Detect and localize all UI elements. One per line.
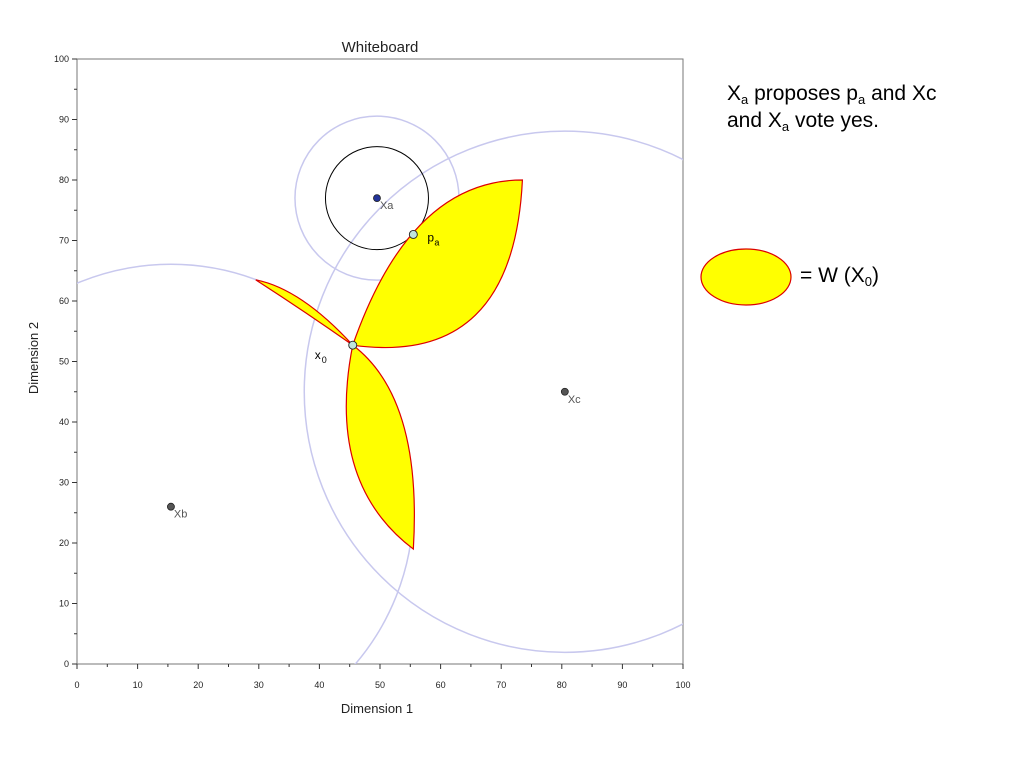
status-quo-label: x [315,348,321,362]
y-tick-label: 100 [54,54,69,64]
y-tick-label: 70 [59,236,69,246]
ideal-point-xa [373,194,381,203]
legend-text: ) [872,264,879,287]
legend-subscript: 0 [864,274,872,289]
caption-subscript: a [858,92,866,107]
y-tick-label: 0 [64,659,69,669]
caption-subscript: a [781,119,790,134]
legend-text: = W (X [800,264,865,287]
caption-text: vote yes. [789,109,880,132]
winset-petal [255,279,354,346]
proposal-point [408,229,418,239]
legend-ellipse [700,248,792,306]
proposal-subscript: a [434,237,439,247]
ideal-point-label: Xa [380,200,394,212]
x-tick-label: 30 [254,680,264,690]
ideal-point-xb [167,502,175,511]
x-tick-label: 100 [675,680,690,690]
y-tick-label: 10 [59,599,69,609]
caption-text: and Xc [865,82,937,105]
axes: 0 10 20 30 40 50 60 70 80 90 100 0 10 20 30 40 50 60 70 80 9… [54,54,691,690]
x-tick-label: 0 [74,680,79,690]
y-tick-label: 50 [59,357,69,367]
winset-regions [255,179,524,551]
x-tick-label: 20 [193,680,203,690]
x-tick-label: 80 [557,680,567,690]
y-tick-label: 90 [59,115,69,125]
winset-petal [351,179,524,349]
x-tick-label: 70 [496,680,506,690]
x-tick-label: 40 [314,680,324,690]
caption-text: and X [727,109,782,132]
caption-text: proposes p [748,82,858,105]
legend-swatch [700,248,792,306]
y-axis-label: Dimension 2 [26,322,41,394]
caption: Xa proposes pa and Xc and Xa vote yes. [727,80,936,134]
y-tick-label: 40 [59,417,69,427]
proposal-label: p [427,230,434,244]
y-tick-label: 60 [59,296,69,306]
x-tick-label: 50 [375,680,385,690]
ideal-point-label: Xc [568,394,581,406]
caption-line-2: and Xa vote yes. [727,107,936,134]
y-tick-label: 30 [59,478,69,488]
ideal-point-xc [560,387,569,396]
winset-petal [345,344,415,551]
legend-label: = W (X0) [800,264,879,288]
x-axis-label: Dimension 1 [341,701,413,716]
status-quo-point [348,340,358,350]
indifference-circle [303,130,683,654]
data-marks: Xa Xb Xc x 0 p a [167,194,581,521]
proposal-indifference-circle [324,146,429,251]
status-quo-subscript: 0 [322,355,327,365]
chart-title: Whiteboard [342,39,419,56]
x-tick-label: 90 [617,680,627,690]
y-tick-label: 20 [59,538,69,548]
caption-subscript: a [741,92,749,107]
plot-frame [76,58,684,665]
y-tick-label: 80 [59,175,69,185]
caption-text: X [727,82,742,105]
x-tick-label: 60 [436,680,446,690]
x-tick-label: 10 [133,680,143,690]
caption-line-1: Xa proposes pa and Xc [727,80,936,107]
ideal-point-label: Xb [174,509,187,521]
